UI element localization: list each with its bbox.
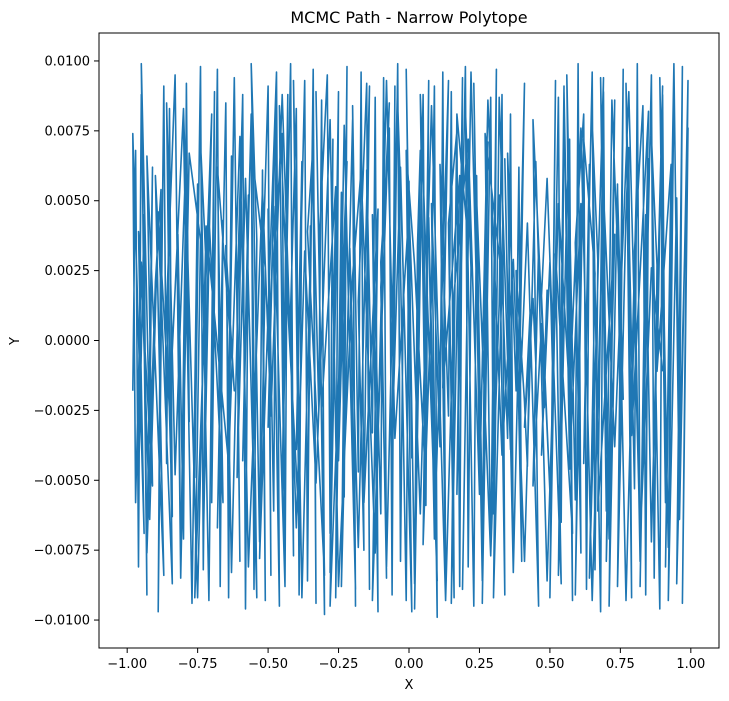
y-tick-label: −0.0100 bbox=[34, 614, 90, 629]
x-tick-label: −1.00 bbox=[107, 657, 147, 672]
x-tick-label: −0.50 bbox=[248, 657, 288, 672]
x-tick-label: −0.25 bbox=[319, 657, 359, 672]
plot-area bbox=[132, 62, 689, 619]
y-tick-label: −0.0075 bbox=[34, 544, 90, 559]
y-tick-label: 0.0050 bbox=[45, 194, 91, 209]
axes: −1.00 −0.75 −0.50 −0.25 0.00 0.25 0.50 0.75 1.00… bbox=[34, 32, 720, 672]
y-tick-label: 0.0100 bbox=[45, 54, 91, 69]
x-tick-label: −0.75 bbox=[178, 657, 218, 672]
y-tick-label: 0.0075 bbox=[45, 124, 91, 139]
y-tick-label: 0.0000 bbox=[45, 334, 91, 349]
x-axis-label: X bbox=[405, 678, 414, 693]
y-tick-label: 0.0025 bbox=[45, 264, 91, 279]
x-tick-label: 0.00 bbox=[395, 657, 424, 672]
chart-title: MCMC Path - Narrow Polytope bbox=[290, 8, 527, 27]
y-tick-label: −0.0025 bbox=[34, 404, 90, 419]
series-line-0 bbox=[132, 62, 689, 619]
y-axis-label: Y bbox=[8, 337, 23, 346]
x-tick-label: 0.75 bbox=[606, 657, 635, 672]
x-tick-label: 1.00 bbox=[676, 657, 705, 672]
x-tick-label: 0.50 bbox=[535, 657, 564, 672]
y-tick-label: −0.0050 bbox=[34, 474, 90, 489]
x-tick-label: 0.25 bbox=[465, 657, 494, 672]
